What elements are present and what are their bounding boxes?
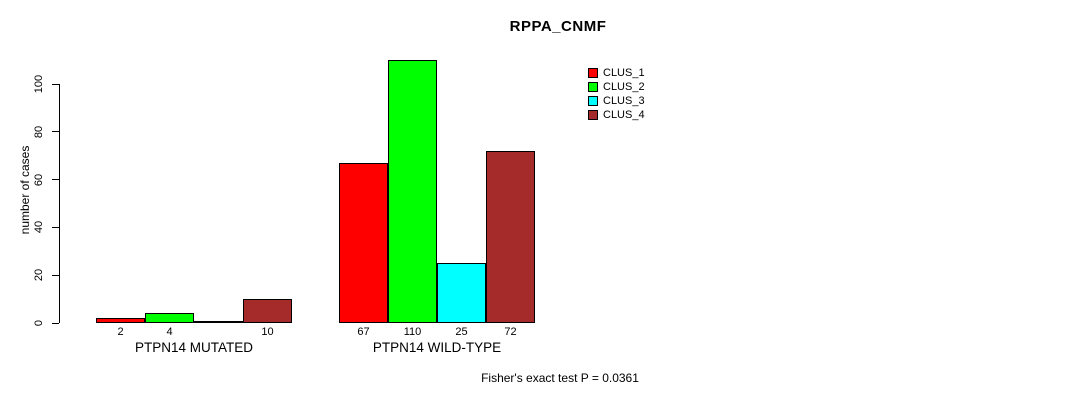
legend-label-clus_2: CLUS_2	[603, 81, 645, 93]
legend-swatch-clus_2	[588, 82, 598, 92]
bar-count-label: 10	[261, 326, 274, 338]
fisher-test-annotation: Fisher's exact test P = 0.0361	[481, 371, 639, 385]
y-axis-tick	[52, 131, 59, 133]
y-axis-tick	[52, 226, 59, 228]
chart-title: RPPA_CNMF	[509, 18, 607, 35]
bar-clus_3-wildtype	[437, 263, 486, 323]
bar-count-label: 67	[357, 326, 370, 338]
bar-clus_2-wildtype	[388, 60, 437, 323]
x-axis-group-label: PTPN14 WILD-TYPE	[372, 340, 502, 355]
bar-clus_1-wildtype	[339, 162, 388, 323]
x-axis-group-label: PTPN14 MUTATED	[134, 340, 253, 355]
bar-clus_4-wildtype	[486, 150, 535, 323]
bar-count-label: 4	[166, 326, 173, 338]
legend-label-clus_3: CLUS_3	[603, 95, 645, 107]
legend-swatch-clus_1	[588, 68, 598, 78]
y-axis-tick-label: 20	[33, 269, 45, 282]
y-axis-tick	[52, 274, 59, 276]
legend-label-clus_4: CLUS_4	[603, 109, 645, 121]
bar-clus_3-zero-baseline	[194, 321, 243, 323]
bar-count-label: 72	[504, 326, 517, 338]
y-axis-tick	[52, 179, 59, 181]
y-axis-tick-label: 60	[33, 173, 45, 186]
bar-count-label: 25	[455, 326, 468, 338]
y-axis-tick-label: 80	[33, 125, 45, 138]
bar-clus_1-mutated	[96, 318, 145, 323]
y-axis-line	[59, 84, 60, 323]
y-axis-title: number of cases	[18, 145, 32, 235]
legend-swatch-clus_4	[588, 110, 598, 120]
y-axis-tick	[52, 83, 59, 85]
bar-clus_4-mutated	[243, 299, 292, 323]
legend-label-clus_1: CLUS_1	[603, 67, 645, 79]
bar-count-label: 2	[117, 326, 124, 338]
y-axis-tick-label: 100	[33, 74, 45, 94]
bar-count-label: 110	[403, 326, 422, 338]
y-axis-tick	[52, 322, 59, 324]
y-axis-tick-label: 0	[33, 319, 45, 327]
y-axis-tick-label: 40	[33, 221, 45, 234]
bar-clus_2-mutated	[145, 313, 194, 323]
legend-swatch-clus_3	[588, 96, 598, 106]
